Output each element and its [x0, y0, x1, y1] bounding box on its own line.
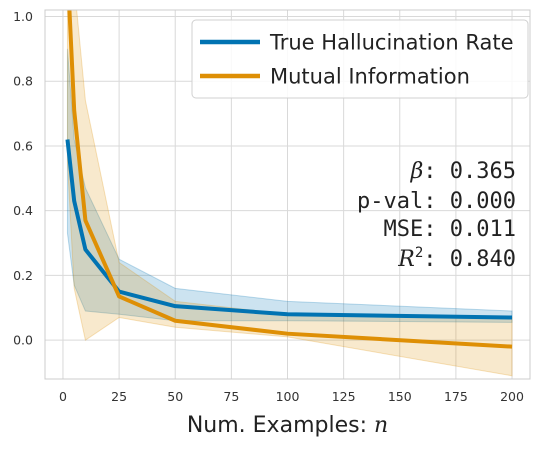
line-mutual-information — [67, 10, 513, 349]
stat-beta-value: : 0.365 — [423, 159, 516, 184]
legend-box — [191, 19, 529, 99]
confidence-bands — [66, 10, 513, 377]
stat-mse: MSE: 0.011 — [384, 217, 516, 242]
x-tick-label: 0 — [59, 389, 67, 404]
y-tick-label: 0.0 — [13, 333, 33, 348]
x-tick-label: 150 — [388, 389, 412, 404]
stat-r2-exponent: 2 — [415, 245, 423, 261]
y-tick-label: 1.0 — [13, 9, 33, 24]
tick-labels: 0 25 50 75 100 125 150 175 200 0.0 0.2 0.4 0.6 0.8 1.0 — [13, 9, 524, 404]
stat-beta: β: 0.365 — [410, 159, 516, 184]
x-axis-label-variable: n — [374, 413, 388, 438]
legend: True Hallucination Rate Mutual Informati… — [191, 19, 529, 99]
y-tick-label: 0.2 — [13, 268, 33, 283]
x-tick-label: 100 — [276, 389, 300, 404]
legend-label-mutual-information: Mutual Information — [270, 65, 470, 89]
band-mutual-information — [66, 10, 513, 377]
stat-r2-symbol: R — [397, 247, 415, 272]
legend-label-true-hallucination-rate: True Hallucination Rate — [269, 31, 514, 55]
x-tick-label: 175 — [444, 389, 468, 404]
x-axis-label: Num. Examples: n — [187, 413, 388, 438]
x-tick-label: 50 — [167, 389, 183, 404]
y-tick-label: 0.8 — [13, 74, 33, 89]
stat-r2: R2: 0.840 — [397, 245, 516, 272]
x-axis-label-prefix: Num. Examples: — [187, 413, 374, 438]
y-tick-label: 0.4 — [13, 203, 33, 218]
stat-pval: p-val: 0.000 — [357, 189, 516, 214]
plot-frame — [44, 9, 531, 380]
stats-annotation: β: 0.365 p-val: 0.000 MSE: 0.011 R2: 0.8… — [357, 159, 516, 272]
x-tick-label: 200 — [500, 389, 524, 404]
x-tick-label: 125 — [332, 389, 356, 404]
stat-beta-symbol: β — [410, 159, 424, 184]
y-tick-label: 0.6 — [13, 138, 33, 153]
series-lines — [65, 10, 513, 349]
band-true-hallucination-rate — [66, 48, 513, 323]
x-tick-label: 75 — [223, 389, 239, 404]
stat-r2-value: : 0.840 — [423, 247, 516, 272]
x-tick-label: 25 — [111, 389, 127, 404]
